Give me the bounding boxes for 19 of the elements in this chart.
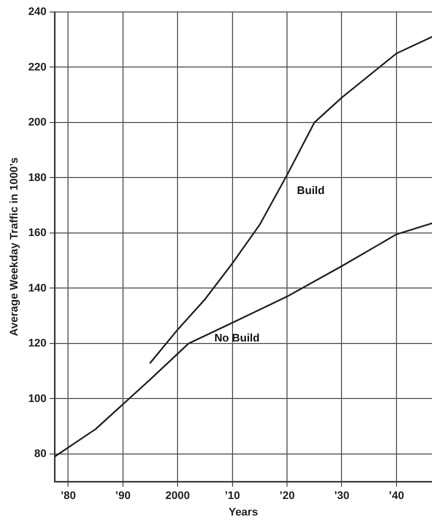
y-tick-label: 120 (28, 338, 47, 350)
x-tick-label: ’90 (115, 490, 131, 502)
y-tick-label: 240 (28, 6, 47, 18)
y-tick-label: 220 (28, 61, 47, 74)
x-tick-label: ’80 (60, 490, 76, 502)
x-tick-label: ’20 (279, 490, 295, 502)
series-label: Build (297, 185, 325, 198)
y-tick-label: 80 (34, 448, 47, 460)
x-tick-label: ’30 (334, 490, 350, 502)
x-tick-label: ’40 (388, 490, 404, 502)
y-tick-label: 140 (28, 282, 47, 294)
x-tick-label: 2000 (165, 490, 190, 502)
x-axis-title: Years (228, 506, 258, 518)
y-tick-label: 180 (28, 172, 47, 184)
y-tick-label: 200 (28, 116, 47, 129)
y-tick-label: 100 (28, 392, 47, 405)
y-tick-label: 160 (28, 227, 47, 240)
x-tick-label: ’10 (224, 490, 240, 502)
y-axis-title: Average Weekday Traffic in 1000’s (8, 157, 21, 336)
